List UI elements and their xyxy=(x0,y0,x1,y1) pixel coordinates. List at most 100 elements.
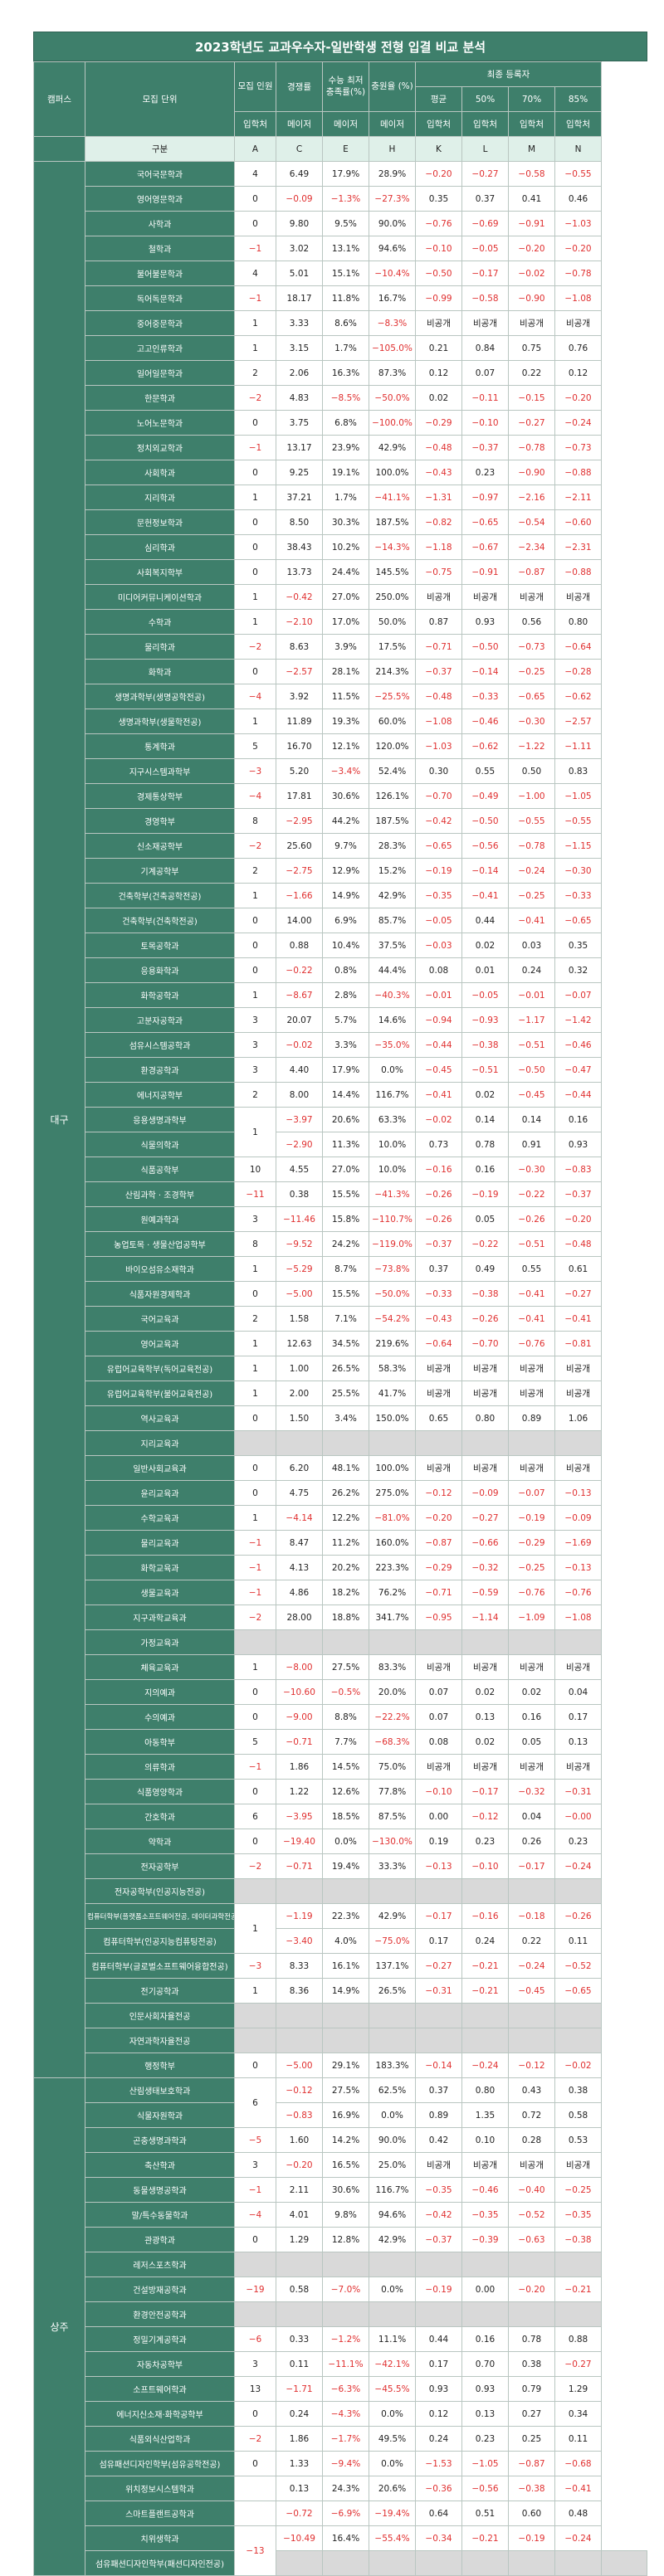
table-row: 지의예과 0 −10.60 −0.5% 20.0% 0.07 0.02 0.02 0.04 xyxy=(34,1679,647,1705)
cell-l: −0.21 xyxy=(461,2525,509,2551)
cell-capacity: 1 xyxy=(234,1903,276,1954)
cell-n: −0.20 xyxy=(554,1206,603,1232)
cell-k: −0.76 xyxy=(415,211,462,236)
empty-cell xyxy=(415,2252,462,2277)
cell-h: 77.8% xyxy=(369,1779,416,1804)
cell-l: 0.02 xyxy=(461,1082,509,1108)
cell-e: 14.4% xyxy=(322,1082,369,1108)
table-row: 응용화학과 0 −0.22 0.8% 44.4% 0.08 0.01 0.24 0.32 xyxy=(34,957,647,983)
cell-e: 30.6% xyxy=(322,783,369,809)
cell-capacity: −4 xyxy=(234,783,276,809)
cell-c: −1.66 xyxy=(276,883,323,908)
unit-name: 컴퓨터학부(인공지능컴퓨팅전공) xyxy=(85,1928,235,1954)
table-row: 영어교육과 1 12.63 34.5% 219.6% −0.64 −0.70 −0.76 −0.… xyxy=(34,1331,647,1356)
cell-capacity: 1 xyxy=(234,310,276,336)
cell-m: −0.07 xyxy=(508,1480,555,1506)
campus-daegu: 대구 xyxy=(33,161,85,2078)
campus-sangju: 상주 xyxy=(33,2077,85,2576)
unit-name: 정치외교학과 xyxy=(85,435,235,460)
cell-n: −1.69 xyxy=(554,1530,603,1556)
cell-e: 2.8% xyxy=(322,982,369,1008)
cell-m: 0.05 xyxy=(508,1729,555,1755)
unit-name: 스마트플랜트공학과 xyxy=(85,2501,235,2526)
cell-h: 0.0% xyxy=(369,1057,416,1083)
cell-e: −9.4% xyxy=(322,2451,369,2476)
cell-n: −2.11 xyxy=(554,485,603,510)
empty-cell xyxy=(508,1878,555,1904)
table-row: 토목공학과 0 0.88 10.4% 37.5% −0.03 0.02 0.03 0.35 xyxy=(34,933,647,958)
cell-e: 3.4% xyxy=(322,1405,369,1431)
cell-l: −1.05 xyxy=(461,2451,509,2476)
empty-cell xyxy=(415,2550,462,2576)
cell-m: −0.63 xyxy=(508,2227,555,2252)
cell-e: 7.7% xyxy=(322,1729,369,1755)
cell-n: 1.29 xyxy=(554,2376,603,2402)
cell-l: −0.41 xyxy=(461,883,509,908)
empty-cell xyxy=(234,1878,276,1904)
unit-name: 식물의학과 xyxy=(85,1132,235,1157)
cell-h: 20.0% xyxy=(369,1679,416,1705)
table-row: 국어교육과 2 1.58 7.1% −54.2% −0.43 −0.26 −0.41 −0.41 xyxy=(34,1306,647,1332)
cell-n: −0.44 xyxy=(554,1082,603,1108)
cell-c: −2.75 xyxy=(276,858,323,884)
table-row: 일반사회교육과 0 6.20 48.1% 100.0% 비공개 비공개 비공개 비공개 xyxy=(34,1455,647,1481)
cell-c: 25.60 xyxy=(276,833,323,859)
cell-h: 94.6% xyxy=(369,2202,416,2228)
table-row: 에너지신소재·화학공학부 0 0.24 −4.3% 0.0% 0.12 0.13 0.27 0.… xyxy=(34,2401,647,2427)
cell-c: 6.20 xyxy=(276,1455,323,1481)
cell-k: −0.19 xyxy=(415,858,462,884)
cell-c: −8.67 xyxy=(276,982,323,1008)
cell-l: 비공개 xyxy=(461,584,509,610)
table-row: 노어노문학과 0 3.75 6.8% −100.0% −0.29 −0.10 −0.27 −0.… xyxy=(34,410,647,436)
cell-n: −1.11 xyxy=(554,733,603,759)
cell-c: 8.47 xyxy=(276,1530,323,1556)
cell-m: 비공개 xyxy=(508,584,555,610)
table-row: 농업토목 · 생물산업공학부 8 −9.52 24.2% −119.0% −0.37 −0.… xyxy=(34,1231,647,1257)
cell-l: 0.16 xyxy=(461,1157,509,1182)
cell-h: 42.9% xyxy=(369,1903,416,1929)
cell-n: 비공개 xyxy=(554,1654,603,1680)
table-row: 철학과 −1 3.02 13.1% 94.6% −0.10 −0.05 −0.20 −0.20 xyxy=(34,236,647,261)
cell-h: 50.0% xyxy=(369,609,416,635)
empty-cell xyxy=(461,1629,509,1655)
cell-n: −0.13 xyxy=(554,1480,603,1506)
cell-k: 0.35 xyxy=(415,186,462,212)
cell-l: 0.14 xyxy=(461,1107,509,1132)
cell-c: −0.12 xyxy=(276,2077,323,2103)
table-row: 아동학부 5 −0.71 7.7% −68.3% 0.08 0.02 0.05 0.13 xyxy=(34,1729,647,1755)
cell-n: −0.07 xyxy=(554,982,603,1008)
table-row: 지리교육과 xyxy=(34,1430,647,1456)
cell-c: −0.71 xyxy=(276,1729,323,1755)
cell-l: 0.05 xyxy=(461,1206,509,1232)
cell-k: −0.31 xyxy=(415,1978,462,2004)
table-row: 지구시스템과학부 −3 5.20 −3.4% 52.4% 0.30 0.55 0.50 0.83 xyxy=(34,758,647,784)
cell-h: 187.5% xyxy=(369,509,416,535)
cell-m: 0.27 xyxy=(508,2401,555,2427)
cell-k: −0.99 xyxy=(415,285,462,311)
cell-l: −0.21 xyxy=(461,1978,509,2004)
cell-c: −8.00 xyxy=(276,1654,323,1680)
cell-e: 19.3% xyxy=(322,709,369,734)
empty-cell xyxy=(276,2301,323,2327)
table-row: 지리학과 1 37.21 1.7% −41.1% −1.31 −0.97 −2.16 −2.11 xyxy=(34,485,647,510)
table-row: 정밀기계공학과 −6 0.33 −1.2% 11.1% 0.44 0.16 0.78 0.88 xyxy=(34,2326,647,2352)
cell-l: −0.67 xyxy=(461,534,509,560)
unit-name: 경제통상학부 xyxy=(85,783,235,809)
cell-e: 11.3% xyxy=(322,1132,369,1157)
cell-c: 0.11 xyxy=(276,2351,323,2377)
cell-m: −1.09 xyxy=(508,1605,555,1630)
cell-e: 14.5% xyxy=(322,1754,369,1780)
empty-cell xyxy=(508,2028,555,2053)
unit-name: 독어독문학과 xyxy=(85,285,235,311)
cell-k: −0.29 xyxy=(415,1555,462,1580)
cell-e: −1.7% xyxy=(322,2426,369,2452)
cell-m: −0.24 xyxy=(508,1953,555,1979)
cell-l: 0.55 xyxy=(461,758,509,784)
cell-l: −0.39 xyxy=(461,2227,509,2252)
cell-l: −0.26 xyxy=(461,1306,509,1332)
cell-l: 0.13 xyxy=(461,2401,509,2427)
cell-h: 223.3% xyxy=(369,1555,416,1580)
cell-e: 14.9% xyxy=(322,1978,369,2004)
cell-c: −11.46 xyxy=(276,1206,323,1232)
cell-e: 34.5% xyxy=(322,1331,369,1356)
